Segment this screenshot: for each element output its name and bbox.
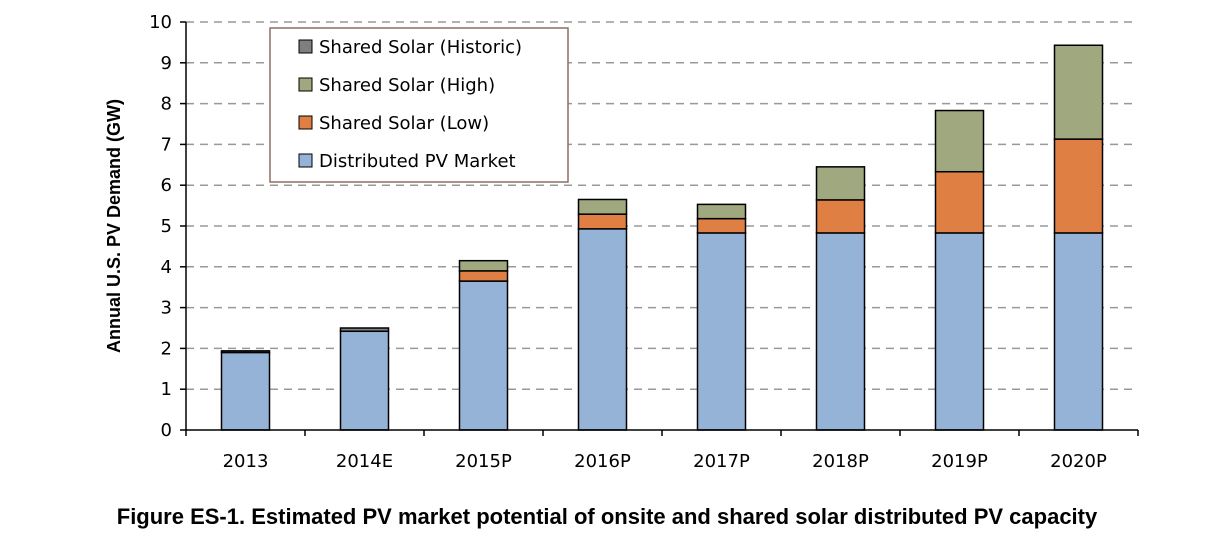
bar-segment [696, 217, 747, 234]
y-tick-label: 5 [161, 216, 172, 237]
bar-segment [1053, 232, 1104, 431]
y-axis-label: Annual U.S. PV Demand (GW) [104, 99, 124, 353]
legend-swatch [298, 153, 313, 168]
bar-segment [220, 351, 271, 431]
x-tick-label: 2017P [693, 451, 750, 472]
x-tick-label: 2019P [931, 451, 988, 472]
bar-segment [220, 350, 271, 354]
y-tick-label: 1 [161, 379, 172, 400]
legend-label: Distributed PV Market [319, 151, 516, 172]
legend-label: Shared Solar (High) [319, 75, 495, 96]
bar-segment [458, 259, 509, 272]
legend-label: Shared Solar (Historic) [319, 37, 522, 58]
bar-segment [934, 170, 985, 234]
y-tick-label: 3 [161, 298, 172, 319]
x-tick-labels: 2013 2014E 2015P 2016P 2017P 2018P 2019P 2020P [223, 451, 1107, 472]
legend-label: Shared Solar (Low) [319, 113, 489, 134]
bar-segment [815, 232, 866, 431]
figure-caption: Figure ES-1. Estimated PV market potenti… [116, 504, 1098, 529]
bar-segment [577, 213, 628, 230]
x-tick-label: 2015P [455, 451, 512, 472]
axes [180, 21, 1139, 436]
bar-segment [458, 280, 509, 431]
x-tick-label: 2016P [574, 451, 631, 472]
legend-swatch [298, 77, 313, 92]
y-tick-label: 4 [161, 257, 172, 278]
y-tick-label: 10 [149, 12, 172, 33]
bar-segment [1053, 44, 1104, 140]
bar-segment [577, 228, 628, 431]
legend-swatch [298, 115, 313, 130]
x-tick-label: 2014E [336, 451, 393, 472]
bar-segment [458, 270, 509, 282]
bar-segment [339, 330, 390, 431]
bar-segment [577, 198, 628, 215]
y-tick-labels: 0 1 2 3 4 5 6 7 8 9 10 [149, 12, 172, 441]
bar-segment [696, 232, 747, 431]
bar-segment [1053, 138, 1104, 234]
bar-segment [696, 203, 747, 220]
y-tick-label: 9 [161, 53, 172, 74]
legend-box [269, 27, 569, 183]
bar-segment [815, 199, 866, 234]
bar-segment [339, 327, 390, 333]
bar-segment [815, 166, 866, 201]
y-tick-label: 2 [161, 338, 172, 359]
x-tick-label: 2013 [223, 451, 269, 472]
y-tick-label: 0 [161, 420, 172, 441]
y-tick-label: 6 [161, 175, 172, 196]
y-tick-label: 8 [161, 94, 172, 115]
bar-segment [934, 109, 985, 173]
x-tick-label: 2018P [812, 451, 869, 472]
legend-swatch [298, 39, 313, 54]
x-tick-label: 2020P [1050, 451, 1107, 472]
y-tick-label: 7 [161, 134, 172, 155]
bar-segment [934, 232, 985, 431]
legend: Shared Solar (Historic) Shared Solar (Hig… [269, 27, 569, 183]
